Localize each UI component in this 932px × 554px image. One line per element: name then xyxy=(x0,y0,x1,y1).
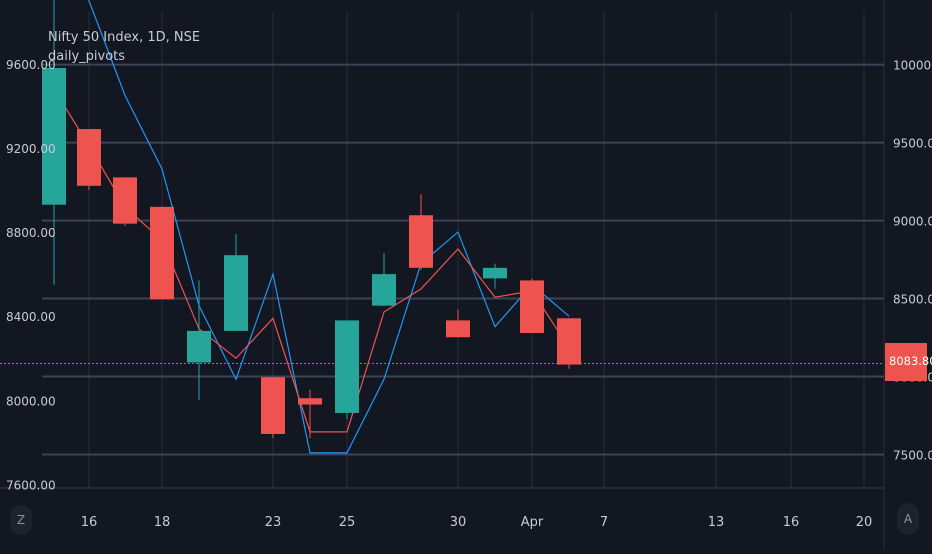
candle-body xyxy=(335,320,359,413)
x-tick-label: 7 xyxy=(600,515,608,530)
y-axis-left: 9600.00 9200.00 8800.00 8400.00 8000.00 7600.… xyxy=(6,58,56,493)
candle-body xyxy=(113,177,137,224)
candle-body xyxy=(483,267,507,279)
y-right-tick-label: 9000.00 xyxy=(893,215,932,229)
red-pivot-line-series xyxy=(53,88,570,433)
candle-body xyxy=(261,377,285,434)
candle-body xyxy=(187,330,211,363)
y-left-tick-label: 9600.00 xyxy=(6,58,56,72)
y-right-tick-label: 8500.00 xyxy=(893,293,932,307)
last-price-value: 8083.80 xyxy=(889,354,932,368)
candle-body xyxy=(150,206,174,300)
candle-body xyxy=(446,320,470,338)
candles[interactable] xyxy=(42,0,581,439)
candle-body xyxy=(224,255,248,331)
x-tick-label: 16 xyxy=(81,515,98,530)
x-tick-label: 13 xyxy=(708,515,725,530)
last-price-tag: 8083.80 xyxy=(885,343,932,381)
red-pivot-line xyxy=(53,88,570,433)
x-tick-label: 16 xyxy=(783,515,800,530)
y-left-tick-label: 8400.00 xyxy=(6,310,56,324)
y-left-tick-label: 9200.00 xyxy=(6,142,56,156)
indicator-label[interactable]: daily_pivots xyxy=(48,49,126,64)
candle-body xyxy=(557,318,581,365)
y-axis-right[interactable]: 10000.009500.009000.008500.008000.007500… xyxy=(893,59,932,463)
x-tick-label: 25 xyxy=(339,515,356,530)
candle-body xyxy=(77,129,101,186)
x-axis[interactable]: 16 18 23 25 30 Apr 7 13 16 20 xyxy=(81,515,873,530)
x-tick-label: 23 xyxy=(265,515,282,530)
grid xyxy=(0,0,885,550)
x-tick-label: 20 xyxy=(856,515,873,530)
x-tick-label: 18 xyxy=(154,515,171,530)
y-left-tick-label: 8800.00 xyxy=(6,226,56,240)
candle-body xyxy=(409,215,433,268)
pivot-levels xyxy=(42,63,884,456)
y-right-tick-label: 10000.00 xyxy=(893,59,932,73)
candle-body xyxy=(298,398,322,405)
y-left-tick-label: 7600.00 xyxy=(6,478,56,492)
candle-body xyxy=(42,68,66,205)
x-tick-label: 30 xyxy=(450,515,467,530)
chart-title: Nifty 50 Index, 1D, NSE xyxy=(48,30,201,45)
y-left-tick-label: 8000.00 xyxy=(6,394,56,408)
blue-pivot-line xyxy=(87,0,570,454)
blue-pivot-line-series xyxy=(87,0,570,454)
y-right-tick-label: 9500.00 xyxy=(893,137,932,151)
x-tick-label: Apr xyxy=(521,515,544,530)
zoom-button[interactable]: Z xyxy=(10,505,32,535)
auto-scale-button[interactable]: A xyxy=(897,503,919,535)
candle-body xyxy=(372,274,396,306)
y-right-tick-label: 7500.00 xyxy=(893,448,932,462)
candle-body xyxy=(520,280,544,334)
